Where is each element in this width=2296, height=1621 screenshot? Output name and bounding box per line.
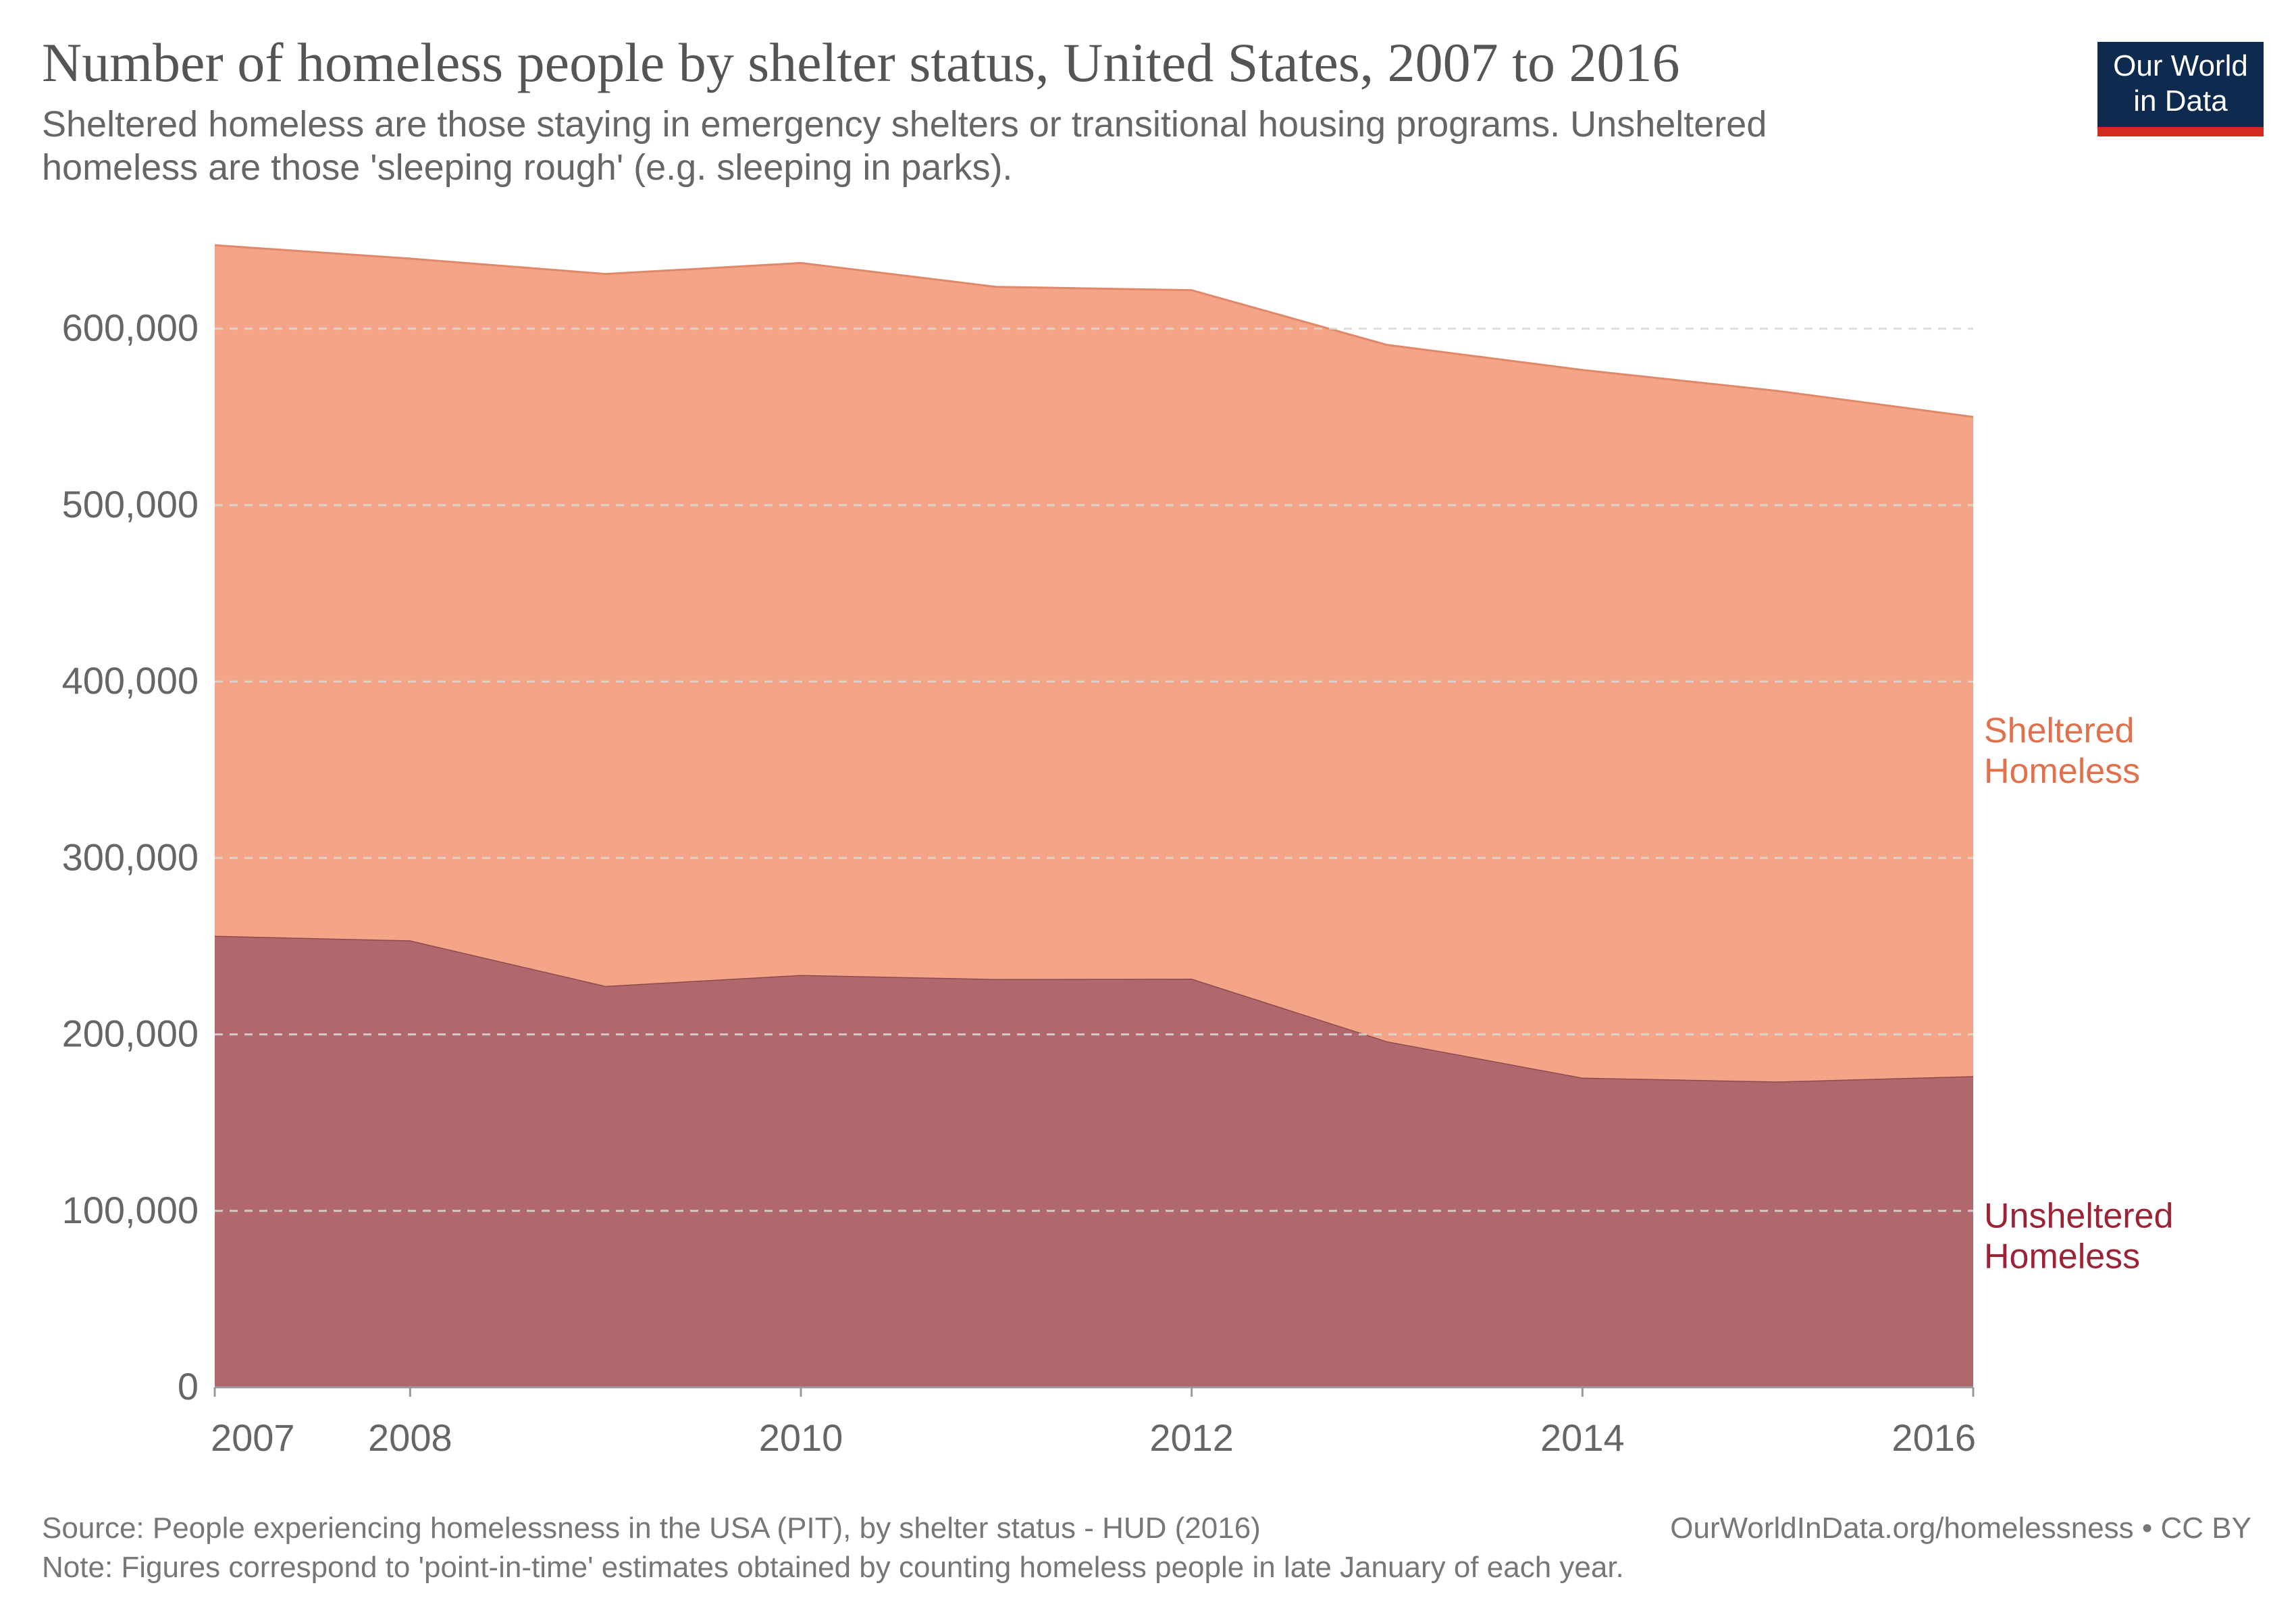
unsheltered-homeless-area xyxy=(215,935,1973,1387)
series-label-line: Homeless xyxy=(1984,1237,2140,1277)
chart-subtitle: Sheltered homeless are those staying in … xyxy=(42,104,1767,188)
x-tick-label: 2008 xyxy=(368,1416,452,1459)
series-label-line: Sheltered xyxy=(1984,711,2135,750)
y-tick-label: 100,000 xyxy=(62,1189,199,1231)
logo-line-1: Our World xyxy=(2113,49,2248,82)
y-tick-label: 400,000 xyxy=(62,659,199,702)
chart-areas xyxy=(214,244,1974,1387)
series-label-line: Unsheltered xyxy=(1984,1197,2173,1236)
y-tick-label: 200,000 xyxy=(62,1012,199,1055)
x-tick-label: 2012 xyxy=(1149,1416,1234,1459)
attribution-link[interactable]: OurWorldInData.org/homelessness • CC BY xyxy=(1670,1512,2251,1545)
source-note: Source: People experiencing homelessness… xyxy=(42,1512,1261,1545)
x-tick-label: 2007 xyxy=(211,1416,295,1459)
footnote: Note: Figures correspond to 'point-in-ti… xyxy=(42,1551,1624,1584)
owid-logo[interactable]: Our World in Data xyxy=(2097,42,2264,136)
x-tick-label: 2010 xyxy=(759,1416,843,1459)
x-tick-label: 2016 xyxy=(1891,1416,1976,1459)
chart-gridlines xyxy=(215,328,1973,1212)
sheltered-homeless-line xyxy=(214,244,1974,418)
y-tick-label: 500,000 xyxy=(62,483,199,525)
sheltered-homeless-area xyxy=(215,245,1973,1082)
y-tick-label: 0 xyxy=(178,1365,199,1408)
x-tick-label: 2014 xyxy=(1540,1416,1625,1459)
chart-axes: 0 100,000 200,000 300,000 400,000 500,000 600,… xyxy=(62,307,1976,1459)
y-tick-label: 300,000 xyxy=(62,835,199,878)
y-tick-label: 600,000 xyxy=(62,307,199,349)
logo-line-2: in Data xyxy=(2133,84,2228,118)
chart-title: Number of homeless people by shelter sta… xyxy=(42,32,1680,93)
series-label-line: Homeless xyxy=(1984,752,2140,791)
